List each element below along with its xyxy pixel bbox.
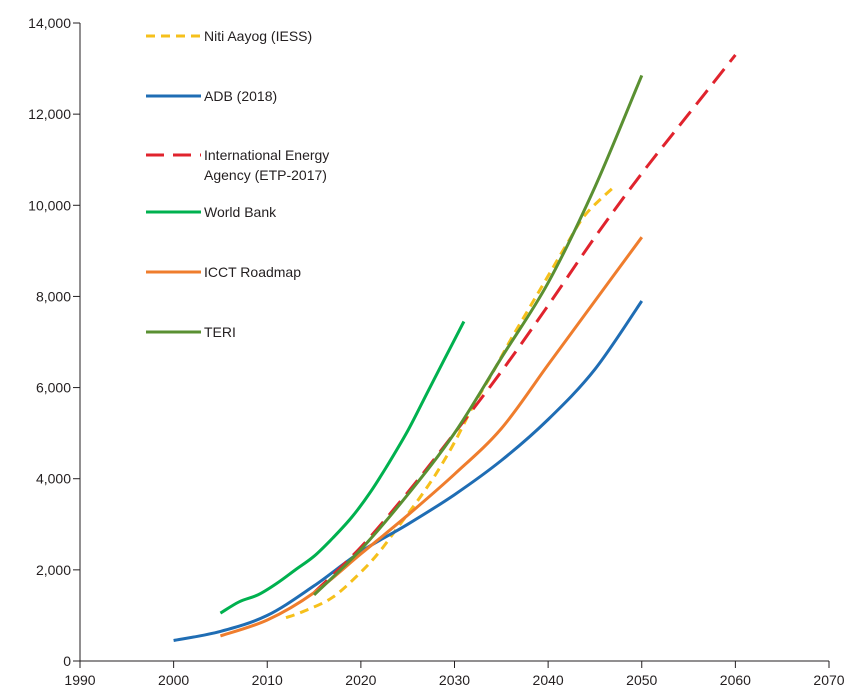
x-tick-label: 2040 — [533, 672, 564, 688]
series-line-niti-aayog-iess — [285, 186, 615, 620]
legend-item-niti-aayog-iess: Niti Aayog (IESS) — [146, 28, 312, 44]
series-line-icct-roadmap — [219, 236, 644, 638]
legend-label: Niti Aayog (IESS) — [204, 28, 312, 44]
x-tick-label: 2060 — [720, 672, 751, 688]
legend-label: International Energy — [204, 147, 329, 163]
y-tick-label: 0 — [63, 653, 71, 669]
x-tick-label: 2030 — [439, 672, 470, 688]
legend-item-international-energy-agency-etp-2017: International Energy Agency (ETP-2017) — [146, 147, 329, 183]
series-line-international-energy-agency-etp-2017 — [313, 53, 737, 594]
x-tick-label: 2070 — [813, 672, 844, 688]
chart-legend: Niti Aayog (IESS) ADB (2018) International… — [146, 28, 329, 340]
y-tick-label: 8,000 — [36, 288, 71, 304]
y-tick-label: 12,000 — [28, 106, 71, 122]
y-tick-label: 2,000 — [36, 562, 71, 578]
legend-label: TERI — [204, 324, 236, 340]
chart-axes: 0 2,000 4,000 6,000 8,000 10,000 12,000 14,000 1… — [28, 15, 845, 688]
x-tick-label: 2010 — [252, 672, 283, 688]
plot-lines — [173, 53, 737, 642]
legend-label: World Bank — [204, 204, 277, 220]
series-line-adb-2018 — [173, 300, 644, 642]
legend-label: ADB (2018) — [204, 88, 277, 104]
series-line-world-bank — [219, 320, 466, 615]
legend-item-adb-2018: ADB (2018) — [146, 88, 277, 104]
y-tick-label: 14,000 — [28, 15, 71, 31]
x-tick-label: 2000 — [158, 672, 189, 688]
legend-item-icct-roadmap: ICCT Roadmap — [146, 264, 301, 280]
y-tick-label: 6,000 — [36, 380, 71, 396]
y-tick-label: 4,000 — [36, 471, 71, 487]
x-tick-label: 2050 — [626, 672, 657, 688]
x-tick-label: 2020 — [345, 672, 376, 688]
series-line-teri — [313, 74, 644, 596]
legend-label: Agency (ETP-2017) — [204, 167, 327, 183]
legend-item-teri: TERI — [146, 324, 236, 340]
legend-item-world-bank: World Bank — [146, 204, 277, 220]
legend-label: ICCT Roadmap — [204, 264, 301, 280]
y-tick-label: 10,000 — [28, 197, 71, 213]
x-tick-label: 1990 — [64, 672, 95, 688]
